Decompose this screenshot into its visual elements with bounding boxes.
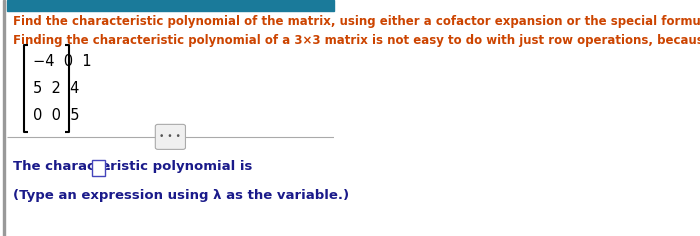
- Text: Find the characteristic polynomial of the matrix, using either a cofactor expans: Find the characteristic polynomial of th…: [13, 15, 700, 28]
- Bar: [3, 0, 5, 236]
- Text: Finding the characteristic polynomial of a 3×3 matrix is not easy to do with jus: Finding the characteristic polynomial of…: [13, 34, 700, 47]
- FancyBboxPatch shape: [155, 124, 186, 149]
- Text: 0  0  5: 0 0 5: [33, 108, 79, 123]
- Text: .: .: [106, 160, 111, 173]
- Text: 5  2  4: 5 2 4: [33, 81, 79, 96]
- Text: −4  0  1: −4 0 1: [33, 54, 92, 69]
- Bar: [6, 0, 335, 11]
- Text: (Type an expression using λ as the variable.): (Type an expression using λ as the varia…: [13, 189, 349, 202]
- Text: • • •: • • •: [160, 132, 181, 141]
- Text: The characteristic polynomial is: The characteristic polynomial is: [13, 160, 253, 173]
- FancyBboxPatch shape: [92, 160, 105, 176]
